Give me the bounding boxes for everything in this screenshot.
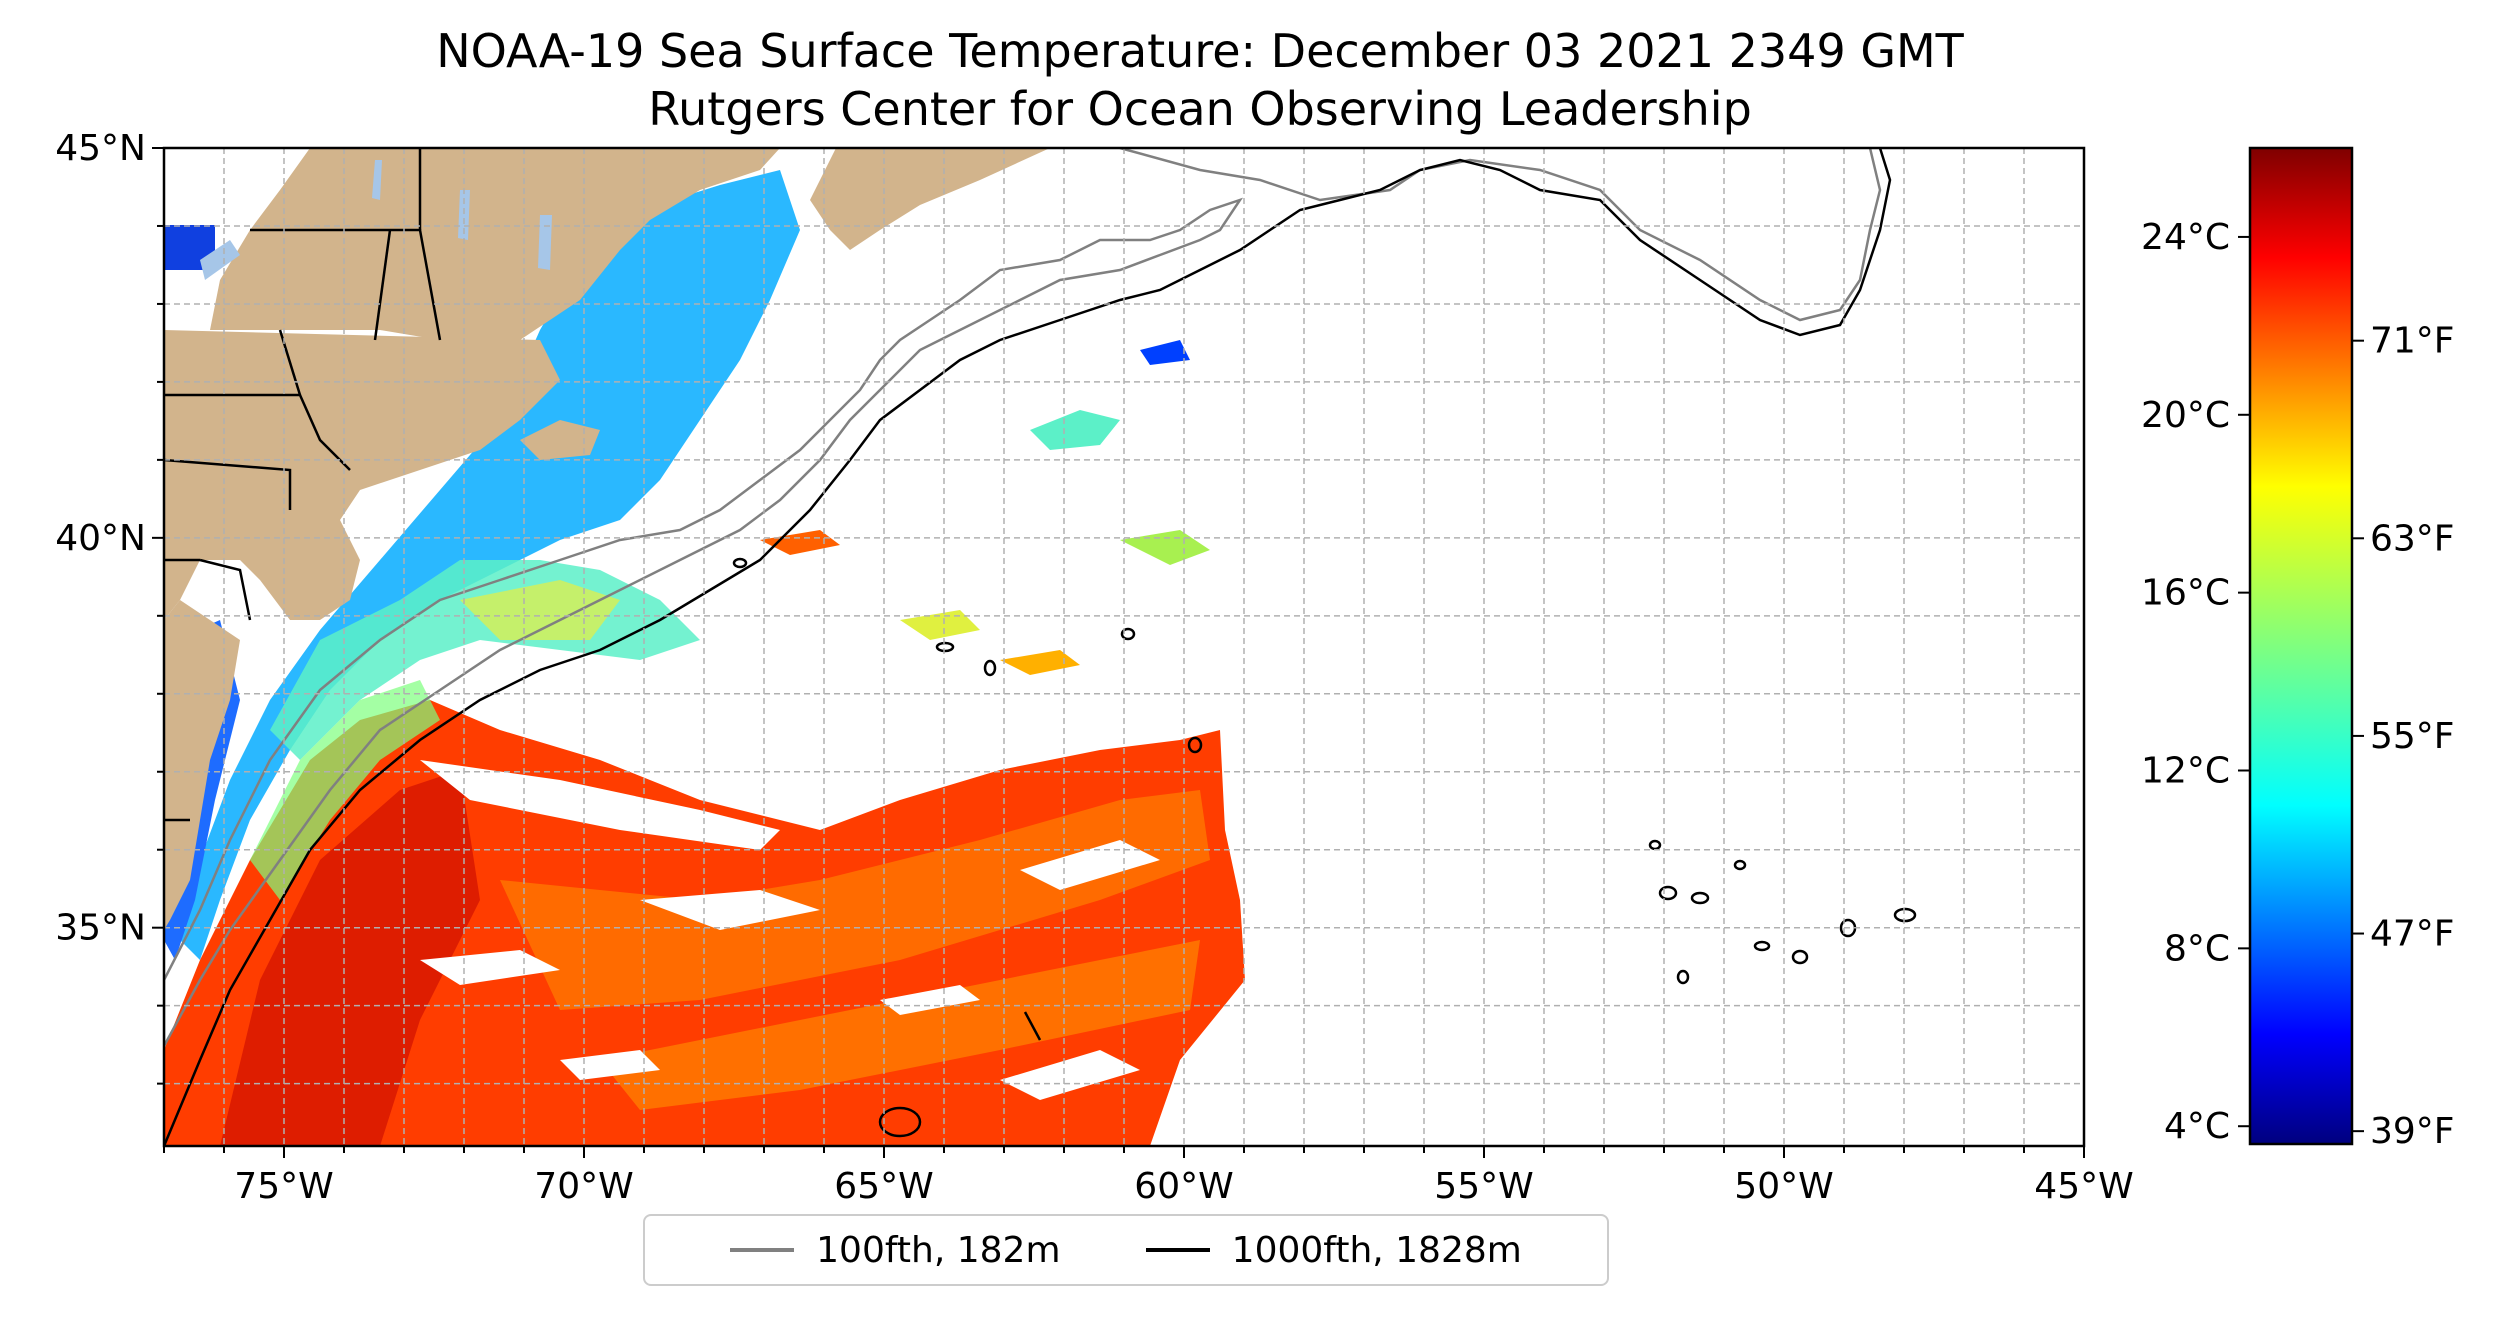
sst-cloud-gaps bbox=[420, 760, 1160, 1100]
legend-swatch-1000fth bbox=[1145, 1248, 1210, 1252]
x-tick-label: 50°W bbox=[1734, 1166, 1833, 1207]
legend-item-1000fth: 1000fth, 1828m bbox=[1145, 1229, 1522, 1271]
x-tick-label: 60°W bbox=[1134, 1166, 1233, 1207]
colorbar-f-label: 71°F bbox=[2370, 321, 2455, 362]
colorbar-c-label: 16°C bbox=[2141, 573, 2230, 614]
legend-label-1000fth: 1000fth, 1828m bbox=[1231, 1229, 1522, 1271]
x-tick-label: 55°W bbox=[1434, 1166, 1533, 1207]
x-tick-label: 75°W bbox=[234, 1166, 333, 1207]
land-mass bbox=[164, 148, 1050, 930]
colorbar-f-label: 47°F bbox=[2370, 914, 2455, 955]
colorbar-ticks: 24°C 20°C 16°C 12°C 8°C 4°C 71°F 63°F 55°F 47°F 39… bbox=[2141, 217, 2454, 1152]
isobath-legend: 100fth, 182m 1000fth, 1828m bbox=[643, 1214, 1609, 1286]
chart-title: NOAA-19 Sea Surface Temperature: Decembe… bbox=[0, 22, 2400, 138]
x-tick-label: 65°W bbox=[834, 1166, 933, 1207]
y-tick-label: 45°N bbox=[55, 128, 146, 169]
sst-scattered-patches bbox=[760, 340, 1210, 675]
title-line-1: NOAA-19 Sea Surface Temperature: Decembe… bbox=[436, 24, 1964, 78]
y-tick-label: 35°N bbox=[55, 908, 146, 949]
x-tick-label: 45°W bbox=[2034, 1166, 2133, 1207]
colorbar-f-label: 39°F bbox=[2370, 1111, 2455, 1152]
isobath-100fth-east bbox=[1119, 148, 1882, 322]
colorbar-f-label: 55°F bbox=[2370, 716, 2455, 757]
legend-swatch-100fth bbox=[730, 1248, 795, 1252]
legend-label-100fth: 100fth, 182m bbox=[816, 1229, 1061, 1271]
title-line-2: Rutgers Center for Ocean Observing Leade… bbox=[648, 82, 1752, 136]
isobath-1000fth bbox=[164, 148, 1892, 1146]
colorbar-c-label: 4°C bbox=[2164, 1106, 2230, 1147]
colorbar bbox=[2248, 146, 2354, 1146]
isobath-100fth bbox=[164, 197, 1244, 1047]
axis-ticks: 75°W 70°W 65°W 60°W 55°W 50°W 45°W 45°N 40°N 35°N bbox=[55, 128, 2133, 1207]
colorbar-c-label: 20°C bbox=[2141, 395, 2230, 436]
colorbar-c-label: 12°C bbox=[2141, 751, 2230, 792]
colorbar-c-label: 24°C bbox=[2141, 217, 2230, 258]
x-tick-label: 70°W bbox=[534, 1166, 633, 1207]
colorbar-c-label: 8°C bbox=[2164, 928, 2230, 969]
legend-item-100fth: 100fth, 182m bbox=[730, 1229, 1061, 1271]
gridlines bbox=[164, 148, 2084, 1146]
y-tick-label: 40°N bbox=[55, 518, 146, 559]
colorbar-f-label: 63°F bbox=[2370, 518, 2455, 559]
